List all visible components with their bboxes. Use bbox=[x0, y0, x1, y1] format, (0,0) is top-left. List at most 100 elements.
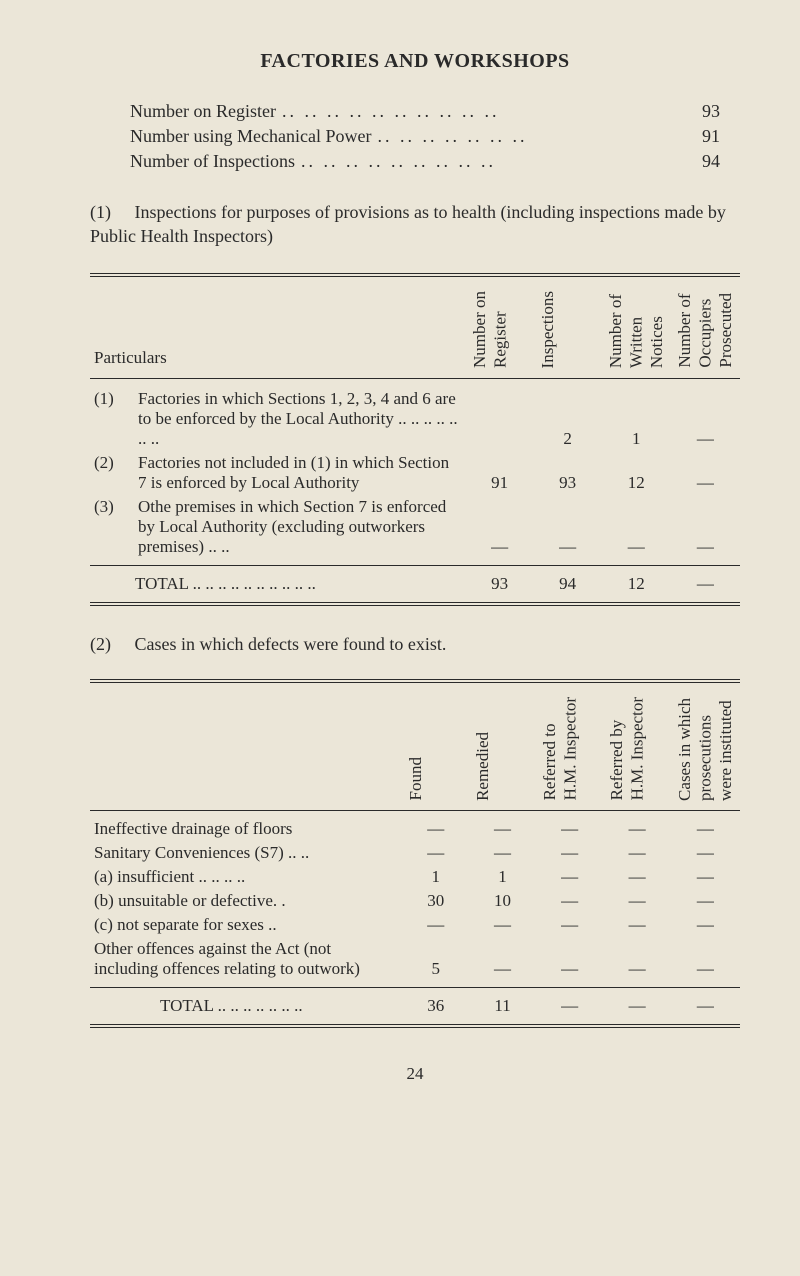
stat-dots: .. .. .. .. .. .. .. .. .. bbox=[295, 151, 702, 172]
cell: — bbox=[603, 889, 670, 913]
page-number: 24 bbox=[90, 1064, 740, 1084]
cell: — bbox=[536, 889, 603, 913]
cell: 30 bbox=[402, 889, 469, 913]
total-label: TOTAL .. .. .. .. .. .. .. bbox=[90, 988, 402, 1027]
stat-value: 94 bbox=[702, 151, 740, 172]
cell: — bbox=[671, 811, 740, 842]
th-col4-label: Number ofOccupiersProsecuted bbox=[675, 293, 736, 368]
row-text: (a) insufficient .. .. .. .. bbox=[90, 865, 402, 889]
section1-num: (1) bbox=[90, 200, 130, 224]
cell: 1 bbox=[602, 379, 671, 452]
cell: — bbox=[469, 811, 536, 842]
cell: — bbox=[534, 495, 602, 566]
section2-text: Cases in which defects were found to exi… bbox=[135, 634, 447, 654]
total-cell: 94 bbox=[534, 566, 602, 605]
table2: Found Remedied Referred toH.M. Inspector… bbox=[90, 679, 740, 1028]
cell: 1 bbox=[469, 865, 536, 889]
row-text: Factories in which Sections 1, 2, 3, 4 a… bbox=[134, 379, 466, 452]
section2-intro: (2) Cases in which defects were found to… bbox=[90, 634, 740, 655]
cell: — bbox=[536, 865, 603, 889]
cell: — bbox=[402, 811, 469, 842]
th2-col5: Cases in whichprosecutionswere institute… bbox=[671, 681, 740, 811]
section1-text: Inspections for purposes of provisions a… bbox=[90, 202, 726, 246]
cell: 5 bbox=[402, 937, 469, 988]
cell: — bbox=[671, 865, 740, 889]
stat-label: Number on Register bbox=[130, 101, 276, 122]
page-title: FACTORIES AND WORKSHOPS bbox=[90, 50, 740, 73]
total-cell: 93 bbox=[466, 566, 534, 605]
row-text: Factories not included in (1) in which S… bbox=[134, 451, 466, 495]
table1-row: (3) Othe premises in which Section 7 is … bbox=[90, 495, 740, 566]
stat-dots: .. .. .. .. .. .. .. bbox=[371, 126, 702, 147]
cell: — bbox=[402, 841, 469, 865]
row-text: Sanitary Conveniences (S7) .. .. bbox=[90, 841, 402, 865]
cell: 2 bbox=[534, 379, 602, 452]
stat-row: Number on Register .. .. .. .. .. .. .. … bbox=[90, 101, 740, 122]
table1-header-row: Particulars Number onRegister Inspection… bbox=[90, 275, 740, 379]
document-page: FACTORIES AND WORKSHOPS Number on Regist… bbox=[0, 0, 800, 1114]
table2-total-row: TOTAL .. .. .. .. .. .. .. 36 11 — — — bbox=[90, 988, 740, 1027]
th-col1: Number onRegister bbox=[466, 275, 534, 379]
cell: — bbox=[671, 841, 740, 865]
cell: — bbox=[469, 841, 536, 865]
table2-row: Sanitary Conveniences (S7) .. .. — — — —… bbox=[90, 841, 740, 865]
table1: Particulars Number onRegister Inspection… bbox=[90, 273, 740, 606]
table2-row: (c) not separate for sexes .. — — — — — bbox=[90, 913, 740, 937]
table2-row: Other offences against the Act (not incl… bbox=[90, 937, 740, 988]
total-cell: — bbox=[671, 566, 740, 605]
total-cell: 11 bbox=[469, 988, 536, 1027]
table2-row: (b) unsuitable or defective. . 30 10 — —… bbox=[90, 889, 740, 913]
cell: 10 bbox=[469, 889, 536, 913]
th2-col2-label: Remedied bbox=[473, 732, 493, 801]
stat-label: Number of Inspections bbox=[130, 151, 295, 172]
cell: — bbox=[536, 913, 603, 937]
cell: — bbox=[466, 495, 534, 566]
stat-value: 91 bbox=[702, 126, 740, 147]
cell bbox=[466, 379, 534, 452]
th-col3-label: Number ofWrittenNotices bbox=[606, 294, 667, 368]
cell: — bbox=[603, 913, 670, 937]
table2-header-row: Found Remedied Referred toH.M. Inspector… bbox=[90, 681, 740, 811]
row-num: (1) bbox=[90, 379, 134, 452]
total-cell: — bbox=[671, 988, 740, 1027]
cell: — bbox=[603, 865, 670, 889]
cell: 1 bbox=[402, 865, 469, 889]
cell: 12 bbox=[602, 451, 671, 495]
stat-value: 93 bbox=[702, 101, 740, 122]
th-col2-label: Inspections bbox=[538, 291, 558, 368]
th-particulars-label: Particulars bbox=[94, 348, 167, 367]
summary-stats: Number on Register .. .. .. .. .. .. .. … bbox=[90, 101, 740, 172]
th-col1-label: Number onRegister bbox=[470, 291, 511, 368]
row-text: (b) unsuitable or defective. . bbox=[90, 889, 402, 913]
row-text: Other offences against the Act (not incl… bbox=[90, 937, 402, 988]
cell: — bbox=[671, 495, 740, 566]
stat-row: Number using Mechanical Power .. .. .. .… bbox=[90, 126, 740, 147]
row-num: (3) bbox=[90, 495, 134, 566]
total-cell: 36 bbox=[402, 988, 469, 1027]
section1-intro: (1) Inspections for purposes of provisio… bbox=[90, 200, 740, 249]
th2-col5-label: Cases in whichprosecutionswere institute… bbox=[675, 698, 736, 801]
row-text: (c) not separate for sexes .. bbox=[90, 913, 402, 937]
cell: — bbox=[603, 811, 670, 842]
stat-dots: .. .. .. .. .. .. .. .. .. .. bbox=[276, 101, 702, 122]
cell: — bbox=[603, 841, 670, 865]
section2-num: (2) bbox=[90, 634, 130, 655]
cell: — bbox=[671, 379, 740, 452]
th2-col1: Found bbox=[402, 681, 469, 811]
cell: — bbox=[469, 913, 536, 937]
total-cell: — bbox=[603, 988, 670, 1027]
stat-row: Number of Inspections .. .. .. .. .. .. … bbox=[90, 151, 740, 172]
th-col2: Inspections bbox=[534, 275, 602, 379]
stat-label: Number using Mechanical Power bbox=[130, 126, 371, 147]
cell: — bbox=[402, 913, 469, 937]
cell: — bbox=[536, 841, 603, 865]
cell: 93 bbox=[534, 451, 602, 495]
cell: — bbox=[671, 913, 740, 937]
th2-col2: Remedied bbox=[469, 681, 536, 811]
table1-row: (1) Factories in which Sections 1, 2, 3,… bbox=[90, 379, 740, 452]
row-text: Othe premises in which Section 7 is enfo… bbox=[134, 495, 466, 566]
row-num: (2) bbox=[90, 451, 134, 495]
total-cell: — bbox=[536, 988, 603, 1027]
table1-total-row: TOTAL .. .. .. .. .. .. .. .. .. .. 93 9… bbox=[90, 566, 740, 605]
th-col3: Number ofWrittenNotices bbox=[602, 275, 671, 379]
